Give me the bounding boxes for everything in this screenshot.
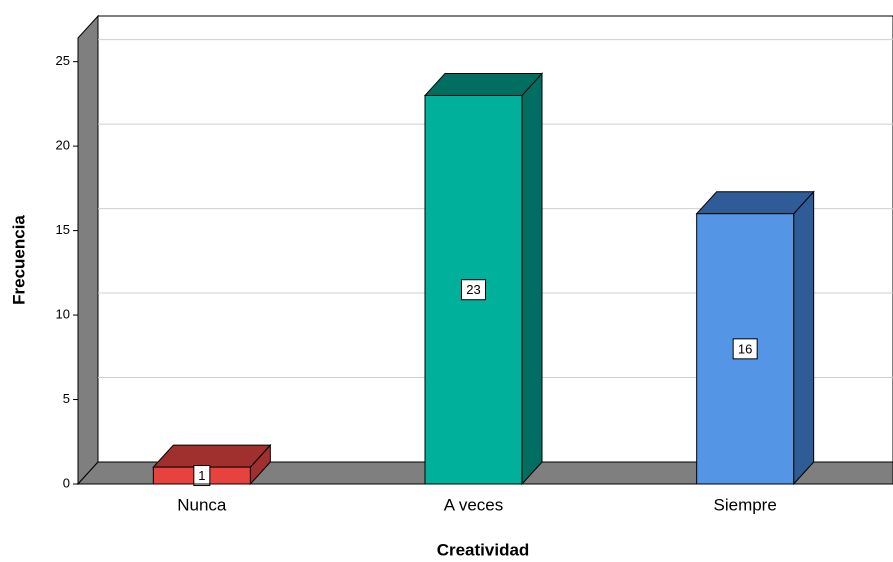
bar	[152, 443, 272, 486]
data-label: 1	[198, 468, 205, 483]
bar-top	[423, 72, 544, 96]
data-label-box	[193, 465, 211, 487]
bar	[423, 72, 544, 486]
y-tick-label: 25	[56, 53, 70, 68]
y-axis-title: Frecuencia	[9, 215, 28, 305]
bar-top	[695, 191, 815, 215]
data-label-box	[461, 279, 486, 301]
y-tick-label: 20	[56, 138, 70, 153]
x-axis-title: Creatividad	[437, 540, 530, 559]
x-tick-label: A veces	[444, 495, 504, 514]
x-tick-label: Siempre	[714, 495, 777, 514]
y-tick-label: 5	[63, 391, 70, 406]
bar	[695, 190, 815, 486]
y-tick-label: 10	[56, 306, 70, 321]
bar-side	[521, 72, 543, 486]
bar-side	[793, 190, 815, 486]
data-label-box	[732, 338, 758, 360]
x-tick-label: Nunca	[177, 495, 227, 514]
bar-top	[152, 444, 272, 468]
y-tick-label: 0	[63, 475, 70, 490]
left-wall	[77, 14, 99, 486]
y-tick-label: 15	[56, 222, 70, 237]
data-label: 16	[738, 341, 752, 356]
data-label: 23	[466, 282, 480, 297]
